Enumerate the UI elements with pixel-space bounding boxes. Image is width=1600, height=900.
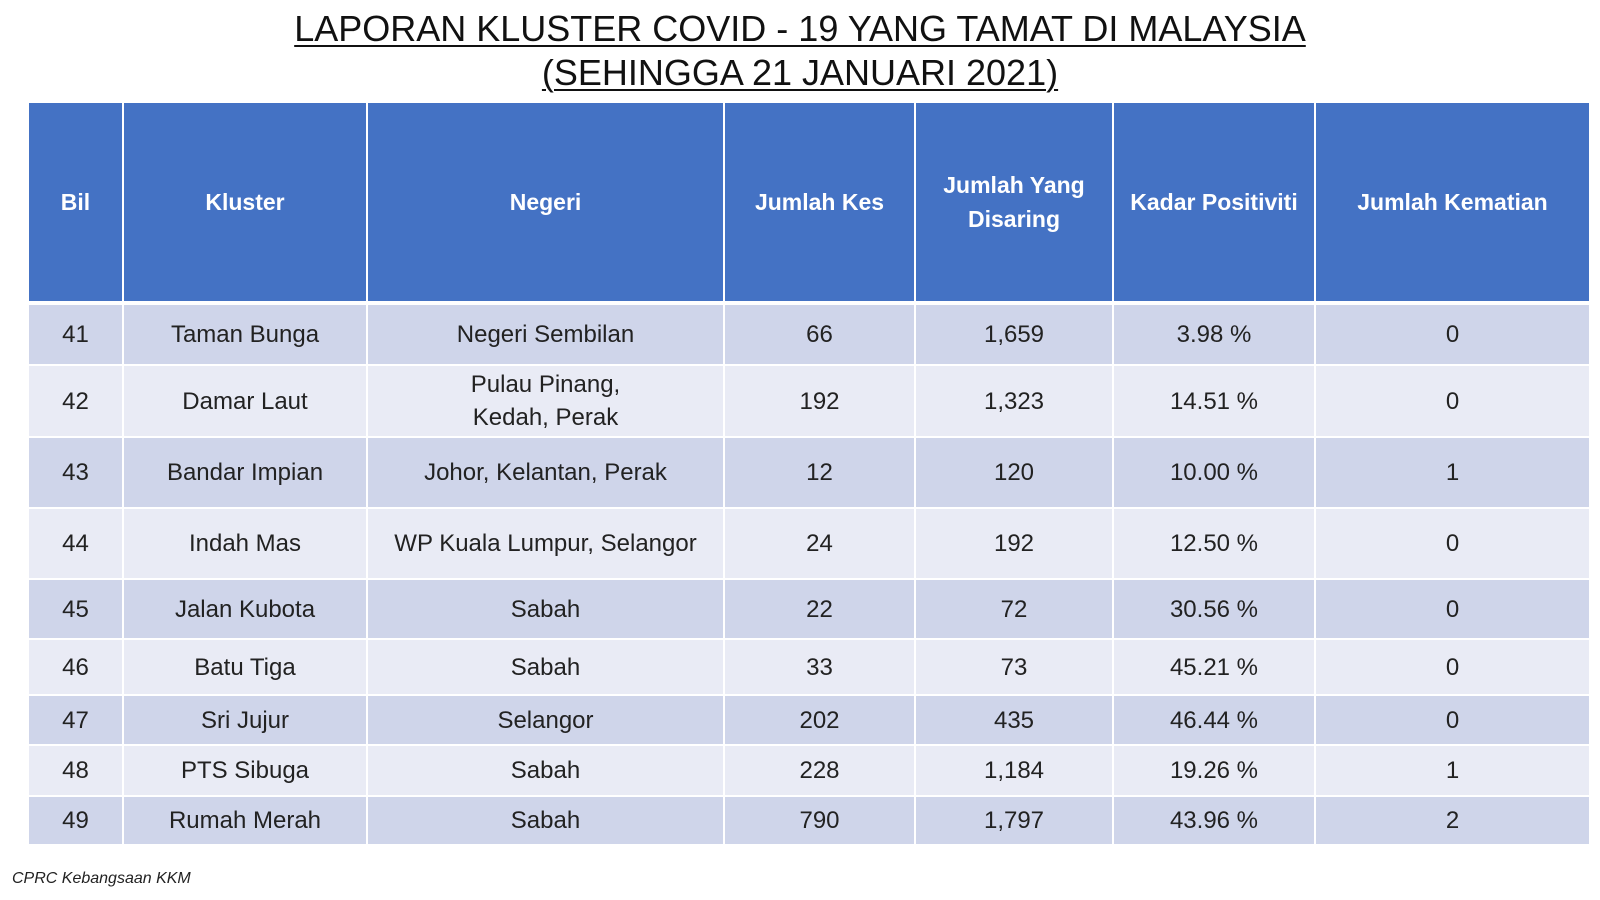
header-negeri: Negeri	[366, 101, 725, 304]
cell-kadar-positiviti: 14.51 %	[1112, 364, 1316, 438]
cell-kadar-positiviti: 30.56 %	[1112, 578, 1316, 640]
header-jumlah-disaring-line2: Disaring	[967, 206, 1061, 232]
cell-kadar-positiviti: 12.50 %	[1112, 507, 1316, 580]
cell-kluster: Jalan Kubota	[122, 578, 368, 640]
cell-jumlah-kes: 24	[723, 507, 916, 580]
cell-jumlah-disaring: 72	[914, 578, 1114, 640]
cell-negeri: Sabah	[366, 795, 725, 846]
table-row: 48 PTS Sibuga Sabah 228 1,184 19.26 % 1	[27, 744, 1591, 797]
cell-jumlah-disaring: 1,659	[914, 302, 1114, 366]
cell-bil: 42	[27, 364, 124, 438]
cell-kluster: Rumah Merah	[122, 795, 368, 846]
cell-jumlah-kematian: 1	[1314, 744, 1591, 797]
cell-negeri-line1: Johor, Kelantan, Perak	[424, 459, 667, 486]
cell-negeri-line1: Sabah	[510, 757, 581, 784]
cell-bil: 47	[27, 694, 124, 746]
header-jumlah-kes: Jumlah Kes	[723, 101, 916, 304]
cell-bil: 48	[27, 744, 124, 797]
cell-negeri: Negeri Sembilan	[366, 302, 725, 366]
cell-negeri: Pulau Pinang, Kedah, Perak	[366, 364, 725, 438]
cell-kluster: Batu Tiga	[122, 638, 368, 696]
cell-bil: 43	[27, 436, 124, 509]
cell-jumlah-kes: 22	[723, 578, 916, 640]
page-subtitle-date: (SEHINGGA 21 JANUARI 2021)	[541, 52, 1059, 93]
cell-negeri-line1: Pulau Pinang,	[470, 371, 621, 398]
cell-jumlah-kematian: 1	[1314, 436, 1591, 509]
cell-negeri-line1: Sabah	[510, 595, 581, 623]
cell-negeri: Selangor	[366, 694, 725, 746]
table-row: 41 Taman Bunga Negeri Sembilan 66 1,659 …	[27, 302, 1591, 366]
cell-negeri-line1: Negeri Sembilan	[456, 321, 635, 348]
cell-kluster: Damar Laut	[122, 364, 368, 438]
cell-jumlah-disaring: 192	[914, 507, 1114, 580]
cell-negeri: Sabah	[366, 638, 725, 696]
cell-jumlah-disaring: 1,323	[914, 364, 1114, 438]
cell-jumlah-disaring: 1,797	[914, 795, 1114, 846]
cell-negeri-line1: Sabah	[510, 653, 581, 681]
header-bil: Bil	[27, 101, 124, 304]
source-note: CPRC Kebangsaan KKM	[12, 870, 191, 887]
table-row: 43 Bandar Impian Johor, Kelantan, Perak …	[27, 436, 1591, 509]
cell-jumlah-kematian: 2	[1314, 795, 1591, 846]
header-jumlah-disaring: Jumlah Yang Disaring	[914, 101, 1114, 304]
cell-jumlah-kes: 33	[723, 638, 916, 696]
cell-jumlah-kematian: 0	[1314, 364, 1591, 438]
table-row: 46 Batu Tiga Sabah 33 73 45.21 % 0	[27, 638, 1591, 696]
header-kadar-positiviti: Kadar Positiviti	[1112, 101, 1316, 304]
cell-bil: 49	[27, 795, 124, 846]
page-title: LAPORAN KLUSTER COVID - 19 YANG TAMAT DI…	[294, 8, 1306, 49]
cell-kadar-positiviti: 45.21 %	[1112, 638, 1316, 696]
cell-jumlah-kes: 66	[723, 302, 916, 366]
cell-jumlah-kes: 202	[723, 694, 916, 746]
cell-negeri-line1: Selangor	[497, 706, 594, 734]
cell-negeri: Sabah	[366, 744, 725, 797]
table-row: 47 Sri Jujur Selangor 202 435 46.44 % 0	[27, 694, 1591, 746]
cell-kluster: PTS Sibuga	[122, 744, 368, 797]
cell-negeri-line1: Sabah	[510, 807, 581, 834]
cell-jumlah-kes: 790	[723, 795, 916, 846]
cell-bil: 44	[27, 507, 124, 580]
cell-kluster: Sri Jujur	[122, 694, 368, 746]
cell-bil: 46	[27, 638, 124, 696]
cell-jumlah-kes: 192	[723, 364, 916, 438]
cell-negeri: WP Kuala Lumpur, Selangor	[366, 507, 725, 580]
table-row: 42 Damar Laut Pulau Pinang, Kedah, Perak …	[27, 364, 1591, 438]
table-row: 49 Rumah Merah Sabah 790 1,797 43.96 % 2	[27, 795, 1591, 846]
cell-jumlah-disaring: 120	[914, 436, 1114, 509]
cell-kadar-positiviti: 10.00 %	[1112, 436, 1316, 509]
cell-kadar-positiviti: 19.26 %	[1112, 744, 1316, 797]
cell-bil: 45	[27, 578, 124, 640]
cell-negeri-line1: WP Kuala Lumpur, Selangor	[394, 530, 697, 557]
cell-kadar-positiviti: 43.96 %	[1112, 795, 1316, 846]
table-row: 45 Jalan Kubota Sabah 22 72 30.56 % 0	[27, 578, 1591, 640]
cell-negeri: Johor, Kelantan, Perak	[366, 436, 725, 509]
cell-jumlah-kes: 12	[723, 436, 916, 509]
cell-negeri: Sabah	[366, 578, 725, 640]
cell-jumlah-disaring: 1,184	[914, 744, 1114, 797]
table-row: 44 Indah Mas WP Kuala Lumpur, Selangor 2…	[27, 507, 1591, 580]
header-kluster: Kluster	[122, 101, 368, 304]
cell-kluster: Bandar Impian	[122, 436, 368, 509]
cell-negeri-line2: Kedah, Perak	[472, 404, 619, 431]
cell-jumlah-kematian: 0	[1314, 302, 1591, 366]
header-jumlah-kematian: Jumlah Kematian	[1314, 101, 1591, 304]
cell-kadar-positiviti: 46.44 %	[1112, 694, 1316, 746]
cell-bil: 41	[27, 302, 124, 366]
cell-jumlah-disaring: 435	[914, 694, 1114, 746]
table-header-row: Bil Kluster Negeri Jumlah Kes Jumlah Yan…	[27, 101, 1591, 304]
header-jumlah-disaring-line1: Jumlah Yang	[943, 172, 1085, 198]
cell-jumlah-kematian: 0	[1314, 638, 1591, 696]
cell-jumlah-disaring: 73	[914, 638, 1114, 696]
cell-jumlah-kematian: 0	[1314, 694, 1591, 746]
cell-jumlah-kematian: 0	[1314, 507, 1591, 580]
cell-jumlah-kematian: 0	[1314, 578, 1591, 640]
cluster-table: Bil Kluster Negeri Jumlah Kes Jumlah Yan…	[27, 101, 1591, 846]
cell-jumlah-kes: 228	[723, 744, 916, 797]
cell-kluster: Taman Bunga	[122, 302, 368, 366]
cell-kluster: Indah Mas	[122, 507, 368, 580]
cell-kadar-positiviti: 3.98 %	[1112, 302, 1316, 366]
